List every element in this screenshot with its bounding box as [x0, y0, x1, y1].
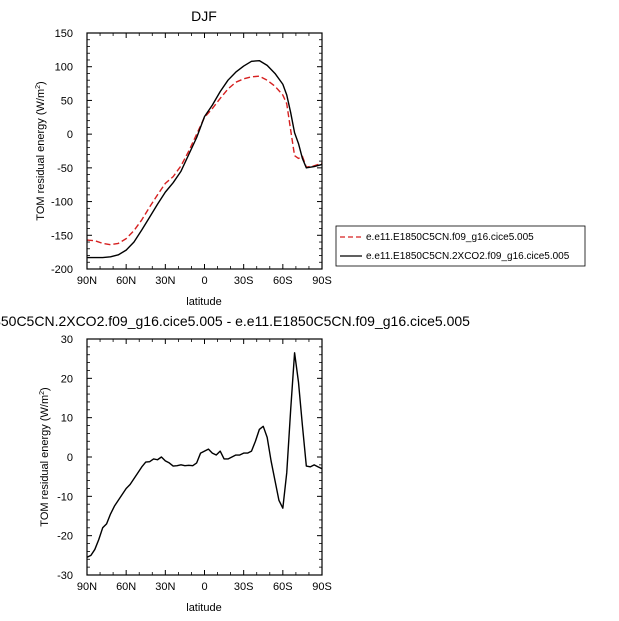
- x-tick-label: 30S: [234, 275, 254, 287]
- y-axis-title-main: TOM residual energy (W/m: [35, 89, 47, 221]
- x-tick-label: 60N: [116, 275, 136, 287]
- x-tick-label: 30S: [234, 581, 254, 593]
- y-tick-label: 20: [61, 373, 73, 385]
- y-tick-label: -20: [57, 531, 73, 543]
- y-axis-title-end: ): [35, 81, 47, 85]
- chart-title: DJF: [191, 8, 217, 24]
- x-axis-title: latitude: [186, 296, 221, 308]
- y-tick-label: -10: [57, 491, 73, 503]
- legend-label-series-1: e.e11.E1850C5CN.f09_g16.cice5.005: [366, 232, 534, 243]
- x-tick-label: 90S: [312, 275, 332, 287]
- x-tick-label: 90S: [312, 581, 332, 593]
- y-axis-title-main: TOM residual energy (W/m: [39, 395, 51, 527]
- series-line-2: [87, 59, 323, 259]
- y-axis-title-sup: 2: [35, 85, 42, 89]
- x-tick-label: 0: [201, 581, 207, 593]
- x-tick-label: 90N: [77, 581, 97, 593]
- x-tick-label: 60S: [273, 581, 293, 593]
- y-tick-label: 50: [61, 95, 73, 107]
- y-tick-label: 10: [61, 413, 73, 425]
- y-tick-label: 0: [67, 129, 73, 141]
- x-axis-title: latitude: [186, 602, 221, 614]
- x-tick-label: 30N: [155, 581, 175, 593]
- y-axis-title-end: ): [39, 387, 51, 391]
- series-line-1: [86, 352, 323, 558]
- y-axis-title-sup: 2: [39, 391, 46, 395]
- y-axis-title: TOM residual energy (W/m2): [39, 387, 51, 526]
- x-tick-label: 90N: [77, 275, 97, 287]
- x-tick-label: 0: [201, 275, 207, 287]
- tick-group: 90N 60N 30N 0 30S 60S 90S 30 20 10 0 -10 -20 -30: [57, 334, 332, 593]
- y-axis-title: TOM residual energy (W/m2): [35, 81, 47, 220]
- y-tick-label: -50: [57, 163, 73, 175]
- legend: e.e11.E1850C5CN.f09_g16.cice5.005 e.e11.…: [335, 225, 586, 267]
- difference-chart: e.e11.E1850C5CN.2XCO2.f09_g16.cice5.005 …: [0, 313, 470, 614]
- y-tick-label: -150: [51, 230, 73, 242]
- tick-group: 90N 60N 30N 0 30S 60S 90S 150 100 50 0 -50 -100 -150 -…: [51, 28, 332, 287]
- y-tick-label: -30: [57, 570, 73, 582]
- zonal-mean-chart: DJF 90N 60N 30N 0 30S 60S 90S 150 100 50 0 -50 -100 -…: [35, 8, 586, 308]
- plot-frame: [86, 338, 323, 576]
- y-tick-label: -100: [51, 197, 73, 209]
- legend-label-series-2: e.e11.E1850C5CN.2XCO2.f09_g16.cice5.005: [366, 251, 570, 262]
- y-tick-label: 30: [61, 334, 73, 346]
- x-tick-label: 60S: [273, 275, 293, 287]
- y-tick-label: 0: [67, 452, 73, 464]
- chart-title: e.e11.E1850C5CN.2XCO2.f09_g16.cice5.005 …: [0, 313, 470, 329]
- y-tick-label: 100: [55, 62, 73, 74]
- y-tick-label: 150: [55, 28, 73, 40]
- series-group: [86, 59, 323, 259]
- series-group: [86, 352, 323, 558]
- series-line-1: [86, 75, 323, 246]
- x-tick-label: 30N: [155, 275, 175, 287]
- x-tick-label: 60N: [116, 581, 136, 593]
- legend-box: [335, 225, 586, 267]
- y-tick-label: -200: [51, 264, 73, 276]
- plot-frame: [86, 32, 323, 270]
